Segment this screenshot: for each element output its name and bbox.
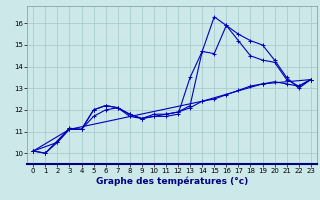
X-axis label: Graphe des températures (°c): Graphe des températures (°c) (96, 177, 248, 186)
